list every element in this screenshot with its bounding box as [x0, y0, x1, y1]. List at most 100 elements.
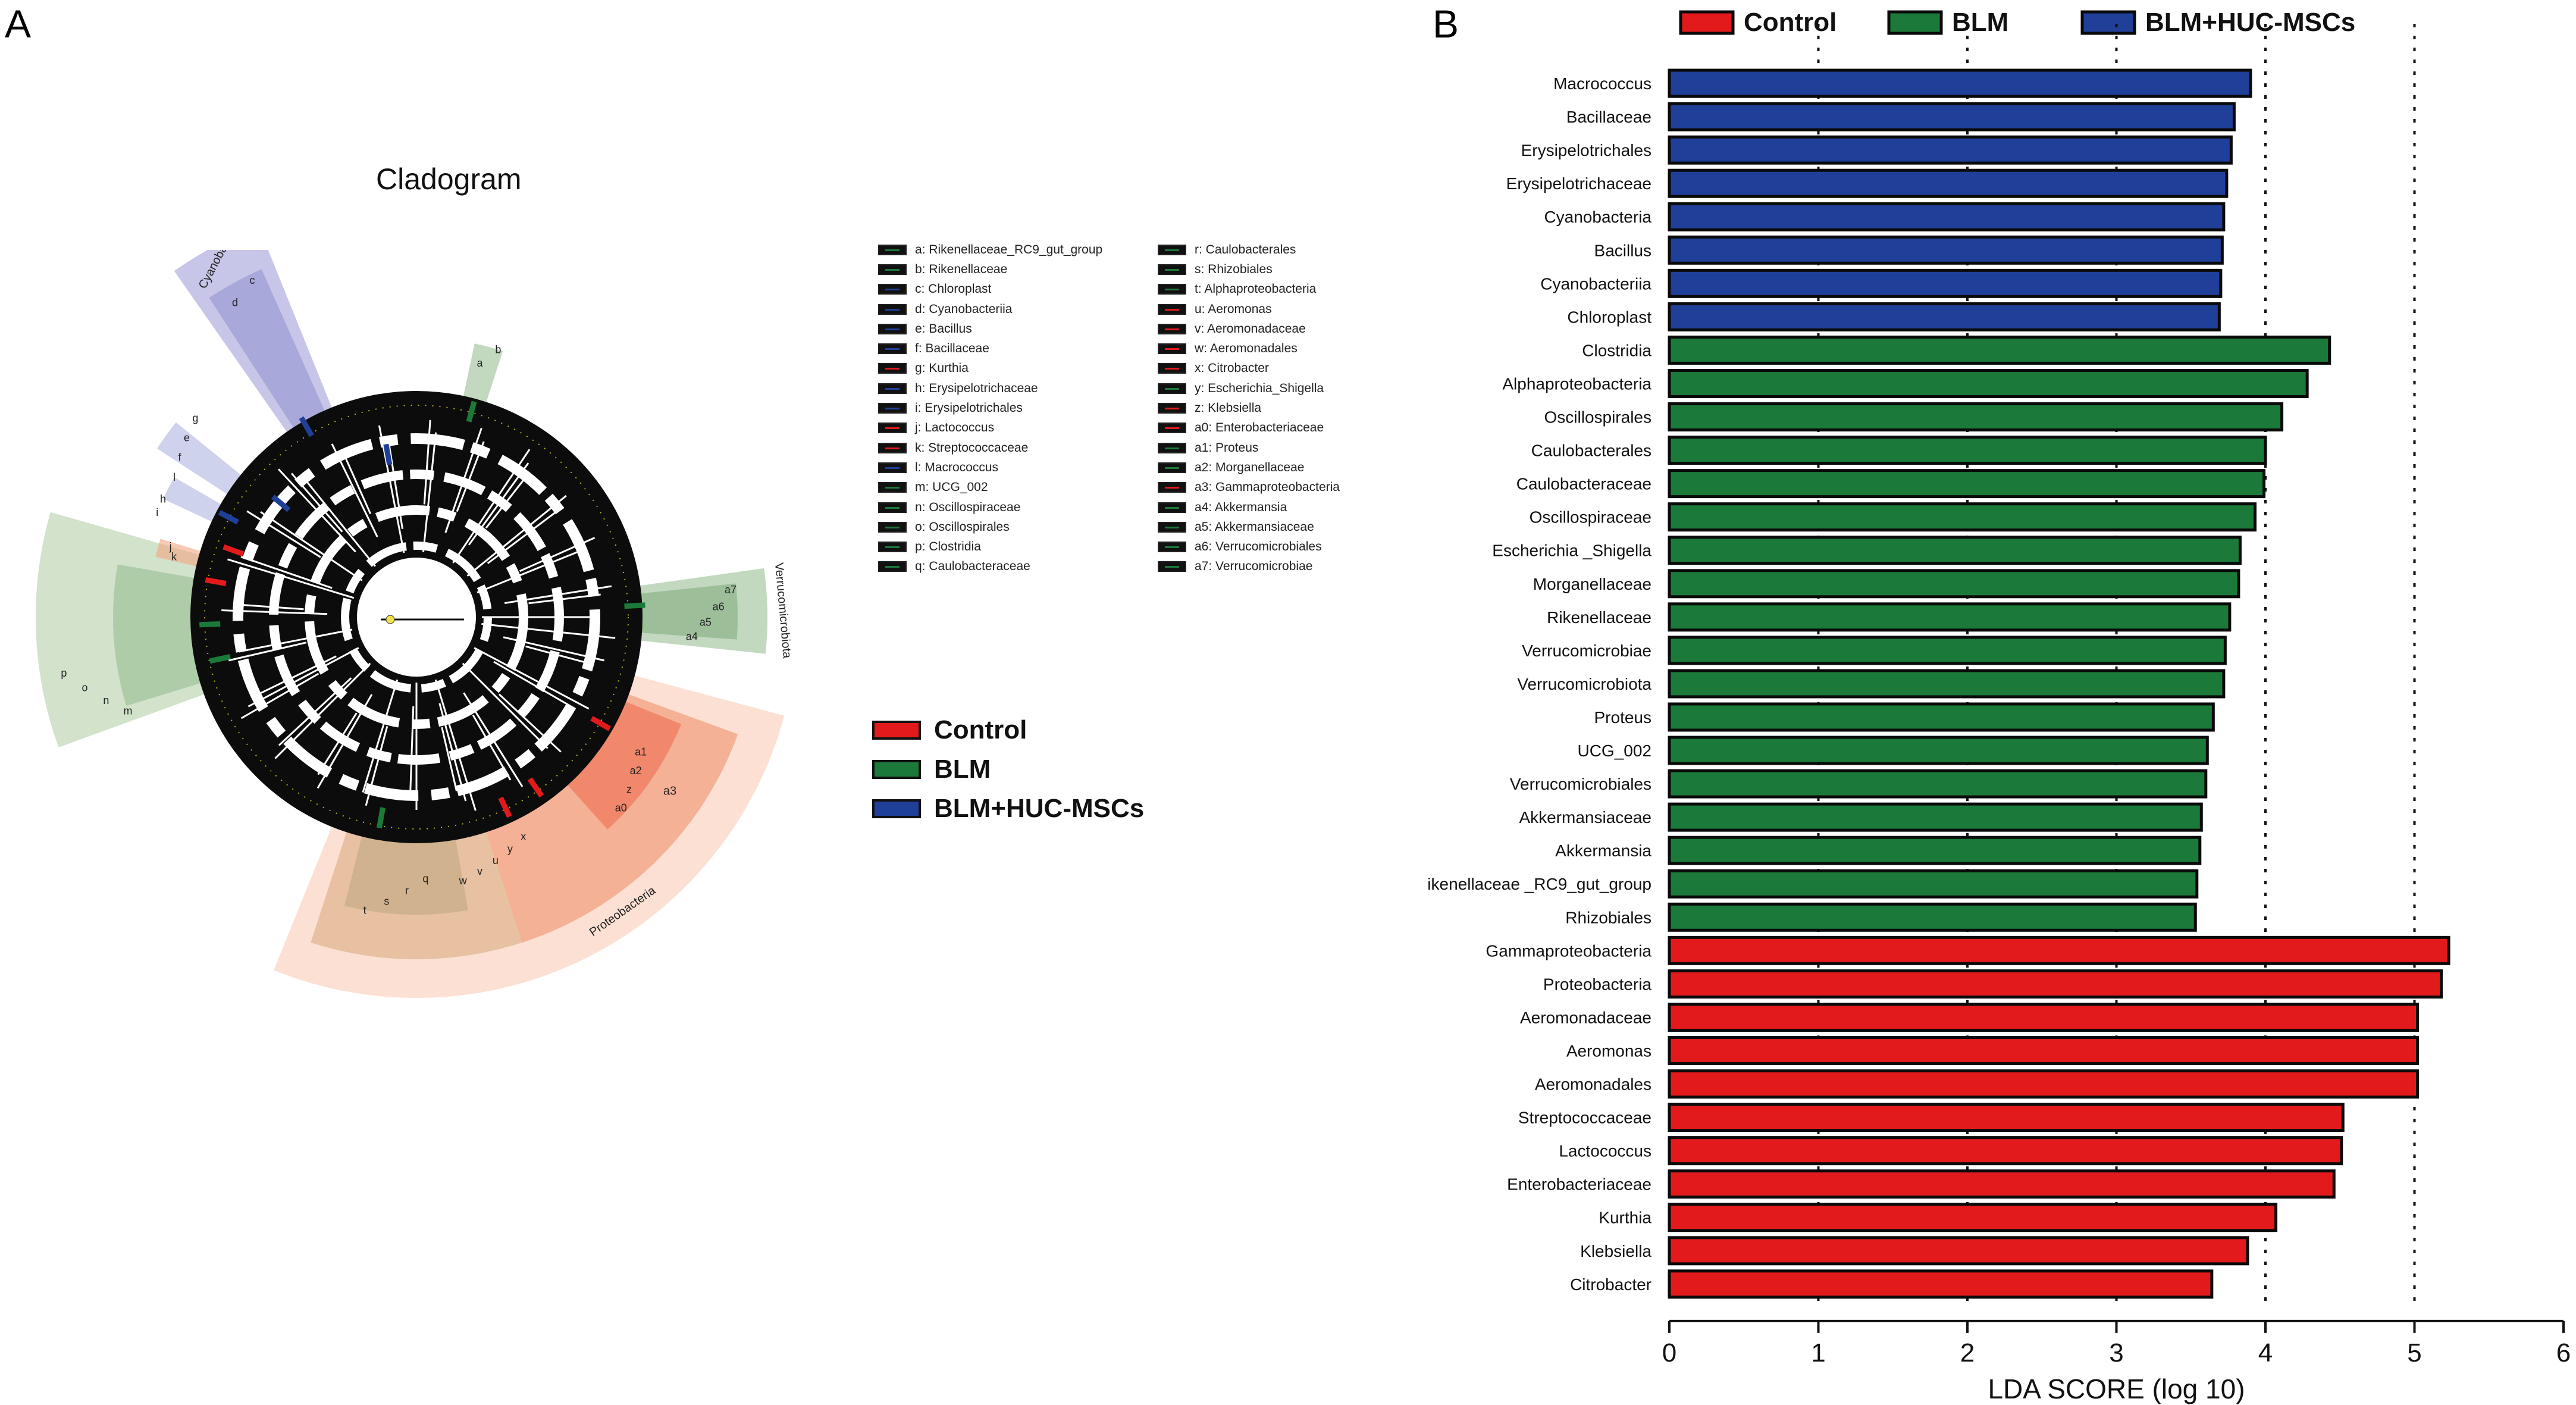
tree-branch-gap: [472, 714, 512, 781]
tree-branch-gap: [274, 662, 371, 759]
control-swatch: [872, 721, 921, 740]
legend-swatch: [1887, 10, 1943, 35]
bar-label: Verrucomicrobiota: [1517, 675, 1651, 693]
tree-branch-gap: [525, 645, 592, 665]
clade-marker-letter: w: [459, 875, 468, 887]
legend-swatch: [878, 482, 907, 493]
legend-entry: g: Kurthia: [878, 359, 1102, 378]
bar: [1668, 836, 2202, 865]
legend-entry-label: a: Rikenellaceae_RC9_gut_group: [915, 242, 1103, 256]
tree-branch-gap: [409, 706, 415, 798]
clade-marker-letter: o: [82, 682, 87, 694]
x-axis-title: LDA SCORE (log 10): [1988, 1373, 2245, 1404]
bar: [1668, 969, 2443, 999]
biomarker-node: [199, 621, 221, 628]
tree-branch-gap: [341, 451, 372, 515]
clade-highlight-sectors: [35, 250, 785, 999]
tree-branch-gap: [498, 693, 562, 753]
legend-entry-label: d: Cyanobacteriia: [915, 302, 1013, 316]
tree-branch-gap: [221, 609, 328, 615]
bar: [1668, 436, 2267, 465]
tree-branch-gap: [485, 475, 527, 529]
bar: [1668, 636, 2227, 665]
legend-entry: a6: Verrucomicrobiales: [1158, 537, 1340, 556]
bar: [1668, 202, 2226, 231]
clade-marker-letter: y: [507, 843, 513, 855]
tree-branch-gap: [463, 692, 524, 787]
bar: [1668, 168, 2229, 198]
bar-label: Lactococcus: [1559, 1142, 1651, 1160]
bar-label: Kurthia: [1599, 1209, 1651, 1227]
group-legend-control: Control: [872, 711, 1144, 750]
tree-branch-gap: [290, 472, 343, 533]
legend-entry: p: Clostridia: [878, 537, 1102, 556]
bar: [1668, 602, 2232, 632]
legend-swatch: [878, 423, 907, 434]
legend-entry: u: Aeromonas: [1158, 299, 1340, 319]
legend-entry-label: f: Bacillaceae: [915, 342, 989, 356]
legend-swatch: [878, 303, 907, 315]
tree-branch-gap: [456, 441, 485, 512]
legend-swatch: [1158, 561, 1186, 572]
tree-branch-gap: [468, 462, 529, 546]
x-tick-label: 6: [2556, 1338, 2571, 1368]
tree-branch-gap: [240, 556, 333, 589]
tree-branch-gap: [362, 679, 399, 793]
legend-entry-label: e: Bacillus: [915, 321, 972, 336]
tree-branch-gap: [493, 661, 576, 710]
legend-entry: n: Oscillospiraceae: [878, 497, 1102, 517]
legend-swatch: [1158, 542, 1186, 553]
cladogram-title: Cladogram: [376, 162, 522, 196]
legend-swatch: [878, 284, 907, 295]
bar: [1668, 402, 2284, 432]
tree-center: [357, 558, 476, 677]
group-legend-blm: BLM: [872, 750, 1144, 789]
bar-label: Rhizobiales: [1565, 908, 1651, 927]
bar-label: Aeromonadaceae: [1520, 1008, 1651, 1027]
bar-label: Aeromonadales: [1535, 1075, 1651, 1094]
bar-label: Akkermansiaceae: [1519, 808, 1651, 827]
legend-entry: j: Lactococcus: [878, 418, 1102, 438]
legend-entry: y: Escherichia_Shigella: [1158, 378, 1340, 398]
biomarker-node: [209, 654, 231, 664]
cladogram-node-markers: [199, 400, 645, 829]
bar: [1668, 869, 2199, 899]
biomarker-node: [498, 796, 512, 818]
bar: [1668, 569, 2240, 599]
legend-entry: z: Klebsiella: [1158, 398, 1340, 418]
legend-entry: s: Rhizobiales: [1158, 259, 1340, 279]
tree-branch-gap: [503, 636, 605, 662]
tree-branch-gap: [233, 603, 304, 611]
legend-entry: a: Rikenellaceae_RC9_gut_group: [878, 240, 1102, 259]
tree-branch-gap: [365, 726, 388, 806]
bar: [1668, 302, 2221, 331]
clade-marker-letter: a4: [686, 630, 698, 642]
tree-branch-gap: [528, 593, 601, 605]
legend-swatch: [878, 521, 907, 533]
lda-x-axis: 0 1 2 3 4 5 6 LDA SCORE (log 10): [1662, 1319, 2571, 1404]
clade-marker-letter: v: [477, 865, 482, 877]
bar-label: Chloroplast: [1567, 308, 1651, 326]
legend-swatch: [1158, 323, 1186, 334]
clade-marker-letter: z: [626, 783, 632, 795]
bar: [1668, 268, 2223, 298]
legend-entry-label: b: Rikenellaceae: [915, 262, 1008, 276]
legend-swatch: [1158, 403, 1186, 414]
panel-a-label: A: [5, 2, 32, 46]
bar-label: Verrucomicrobiales: [1510, 775, 1651, 793]
group-legend-control-label: Control: [934, 715, 1027, 744]
group-legend-huc: BLM+HUC-MSCs: [872, 789, 1144, 828]
clade-marker-letter: g: [192, 412, 198, 424]
tree-branch-gap: [303, 477, 376, 567]
legend-entry-label: j: Lactococcus: [915, 421, 995, 435]
tree-node-ring: [204, 405, 629, 830]
biomarker-node: [527, 777, 544, 798]
top-green-sector: [462, 343, 503, 405]
clade-marker-letter: a7: [725, 584, 737, 596]
clade-marker-letter: a: [477, 357, 483, 369]
legend-entry-label: t: Alphaproteobacteria: [1195, 282, 1317, 296]
biomarker-node: [466, 400, 477, 423]
legend-entry: c: Chloroplast: [878, 280, 1102, 299]
bar-label: Oscillospiraceae: [1530, 508, 1651, 527]
legend-swatch: [1158, 363, 1186, 374]
